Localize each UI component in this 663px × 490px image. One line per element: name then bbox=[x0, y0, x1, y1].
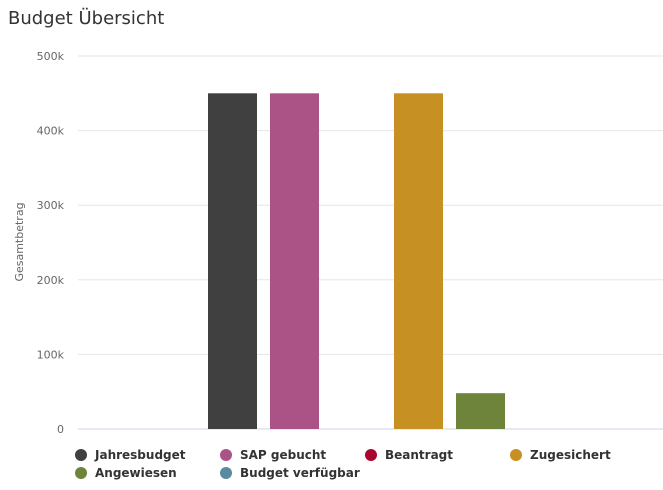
legend-item[interactable]: Angewiesen bbox=[75, 466, 177, 480]
chart-title: Budget Übersicht bbox=[8, 8, 165, 29]
y-tick-label: 0 bbox=[57, 423, 64, 436]
y-tick-label: 100k bbox=[37, 348, 65, 361]
y-tick-label: 200k bbox=[37, 274, 65, 287]
legend-marker-icon bbox=[220, 449, 232, 461]
legend-marker-icon bbox=[75, 449, 87, 461]
legend-marker-icon bbox=[365, 449, 377, 461]
legend-label: Jahresbudget bbox=[95, 448, 186, 462]
y-tick-label: 300k bbox=[37, 199, 65, 212]
legend-label: SAP gebucht bbox=[240, 448, 327, 462]
legend-label: Zugesichert bbox=[530, 448, 611, 462]
legend-marker-icon bbox=[75, 467, 87, 479]
legend-marker-icon bbox=[220, 467, 232, 479]
legend-item[interactable]: Beantragt bbox=[365, 448, 453, 462]
legend-item[interactable]: SAP gebucht bbox=[220, 448, 326, 462]
bar-zugesichert bbox=[394, 93, 443, 430]
bar-jahresbudget bbox=[208, 93, 257, 430]
legend-label: Angewiesen bbox=[95, 466, 177, 480]
legend-item[interactable]: Jahresbudget bbox=[75, 448, 186, 462]
bar-sap-gebucht bbox=[270, 93, 319, 430]
y-tick-label: 500k bbox=[37, 50, 65, 63]
legend-item[interactable]: Zugesichert bbox=[510, 448, 611, 462]
y-axis-label: Gesamtbetrag bbox=[13, 202, 26, 281]
legend-item[interactable]: Budget verfügbar bbox=[220, 466, 360, 480]
legend-label: Budget verfügbar bbox=[240, 466, 360, 480]
y-tick-label: 400k bbox=[37, 125, 65, 138]
legend-label: Beantragt bbox=[385, 448, 454, 462]
legend-marker-icon bbox=[510, 449, 522, 461]
bar-angewiesen bbox=[456, 393, 505, 429]
